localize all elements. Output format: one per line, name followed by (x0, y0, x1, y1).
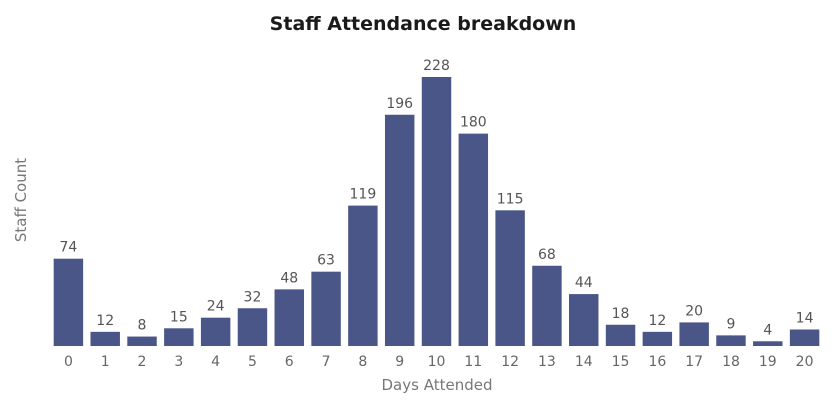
chart-title: Staff Attendance breakdown (270, 13, 577, 35)
data-label-11: 180 (460, 115, 487, 131)
data-label-0: 74 (59, 240, 77, 256)
bar-6 (274, 289, 304, 346)
bars-group (53, 77, 820, 346)
data-label-5: 32 (244, 289, 262, 305)
data-label-2: 8 (138, 318, 147, 334)
data-label-13: 68 (538, 247, 556, 263)
bar-0 (53, 258, 84, 346)
data-label-10: 228 (423, 58, 450, 74)
bar-14 (569, 294, 599, 346)
bar-18 (716, 335, 746, 346)
x-tick-12: 12 (501, 354, 519, 370)
data-label-15: 18 (612, 306, 630, 322)
x-tick-4: 4 (211, 354, 220, 370)
bar-7 (311, 271, 341, 346)
x-tick-10: 10 (428, 354, 446, 370)
x-tick-14: 14 (575, 354, 593, 370)
bar-3 (164, 328, 194, 346)
data-label-14: 44 (575, 275, 593, 291)
x-tick-18: 18 (722, 354, 740, 370)
data-label-3: 15 (170, 309, 188, 325)
x-tick-2: 2 (138, 354, 147, 370)
data-label-19: 4 (763, 322, 772, 338)
x-tick-11: 11 (464, 354, 482, 370)
x-tick-7: 7 (322, 354, 331, 370)
x-tick-1: 1 (101, 354, 110, 370)
data-labels-group: 74 12 8 15 24 32 48 63 119 196 228 180 115 68 44 18 12 20… (59, 58, 813, 338)
bar-4 (200, 317, 231, 346)
data-label-6: 48 (280, 270, 298, 286)
data-label-4: 24 (207, 299, 225, 315)
bar-5 (237, 308, 268, 346)
data-label-9: 196 (386, 96, 413, 112)
bar-20 (789, 329, 820, 346)
data-label-20: 14 (796, 310, 814, 326)
x-tick-9: 9 (395, 354, 404, 370)
x-tick-labels-group: 0 1 2 3 4 5 6 7 8 9 10 11 12 13 14 15 16 17 18 19 20 (64, 354, 814, 370)
x-axis-label: Days Attended (382, 376, 493, 394)
y-axis-label: Staff Count (12, 158, 30, 242)
x-tick-6: 6 (285, 354, 294, 370)
bar-13 (532, 265, 562, 346)
x-tick-16: 16 (648, 354, 666, 370)
data-label-18: 9 (727, 316, 736, 332)
x-tick-20: 20 (796, 354, 814, 370)
bar-15 (605, 324, 636, 346)
x-tick-13: 13 (538, 354, 556, 370)
data-label-16: 12 (648, 313, 666, 329)
bar-9 (384, 114, 415, 346)
bar-11 (458, 133, 489, 346)
data-label-1: 12 (96, 313, 114, 329)
bar-12 (495, 210, 525, 346)
x-tick-5: 5 (248, 354, 257, 370)
bar-2 (127, 336, 157, 346)
bar-8 (348, 205, 378, 346)
x-tick-3: 3 (174, 354, 183, 370)
bar-10 (421, 77, 452, 346)
x-tick-17: 17 (685, 354, 703, 370)
bar-1 (90, 331, 120, 346)
x-tick-0: 0 (64, 354, 73, 370)
data-label-12: 115 (497, 191, 524, 207)
data-label-17: 20 (685, 303, 703, 319)
bar-19 (753, 341, 783, 346)
data-label-7: 63 (317, 253, 335, 269)
x-tick-15: 15 (612, 354, 630, 370)
x-tick-19: 19 (759, 354, 777, 370)
data-label-8: 119 (350, 187, 377, 203)
bar-17 (679, 322, 709, 346)
x-tick-8: 8 (358, 354, 367, 370)
bar-16 (642, 331, 673, 346)
